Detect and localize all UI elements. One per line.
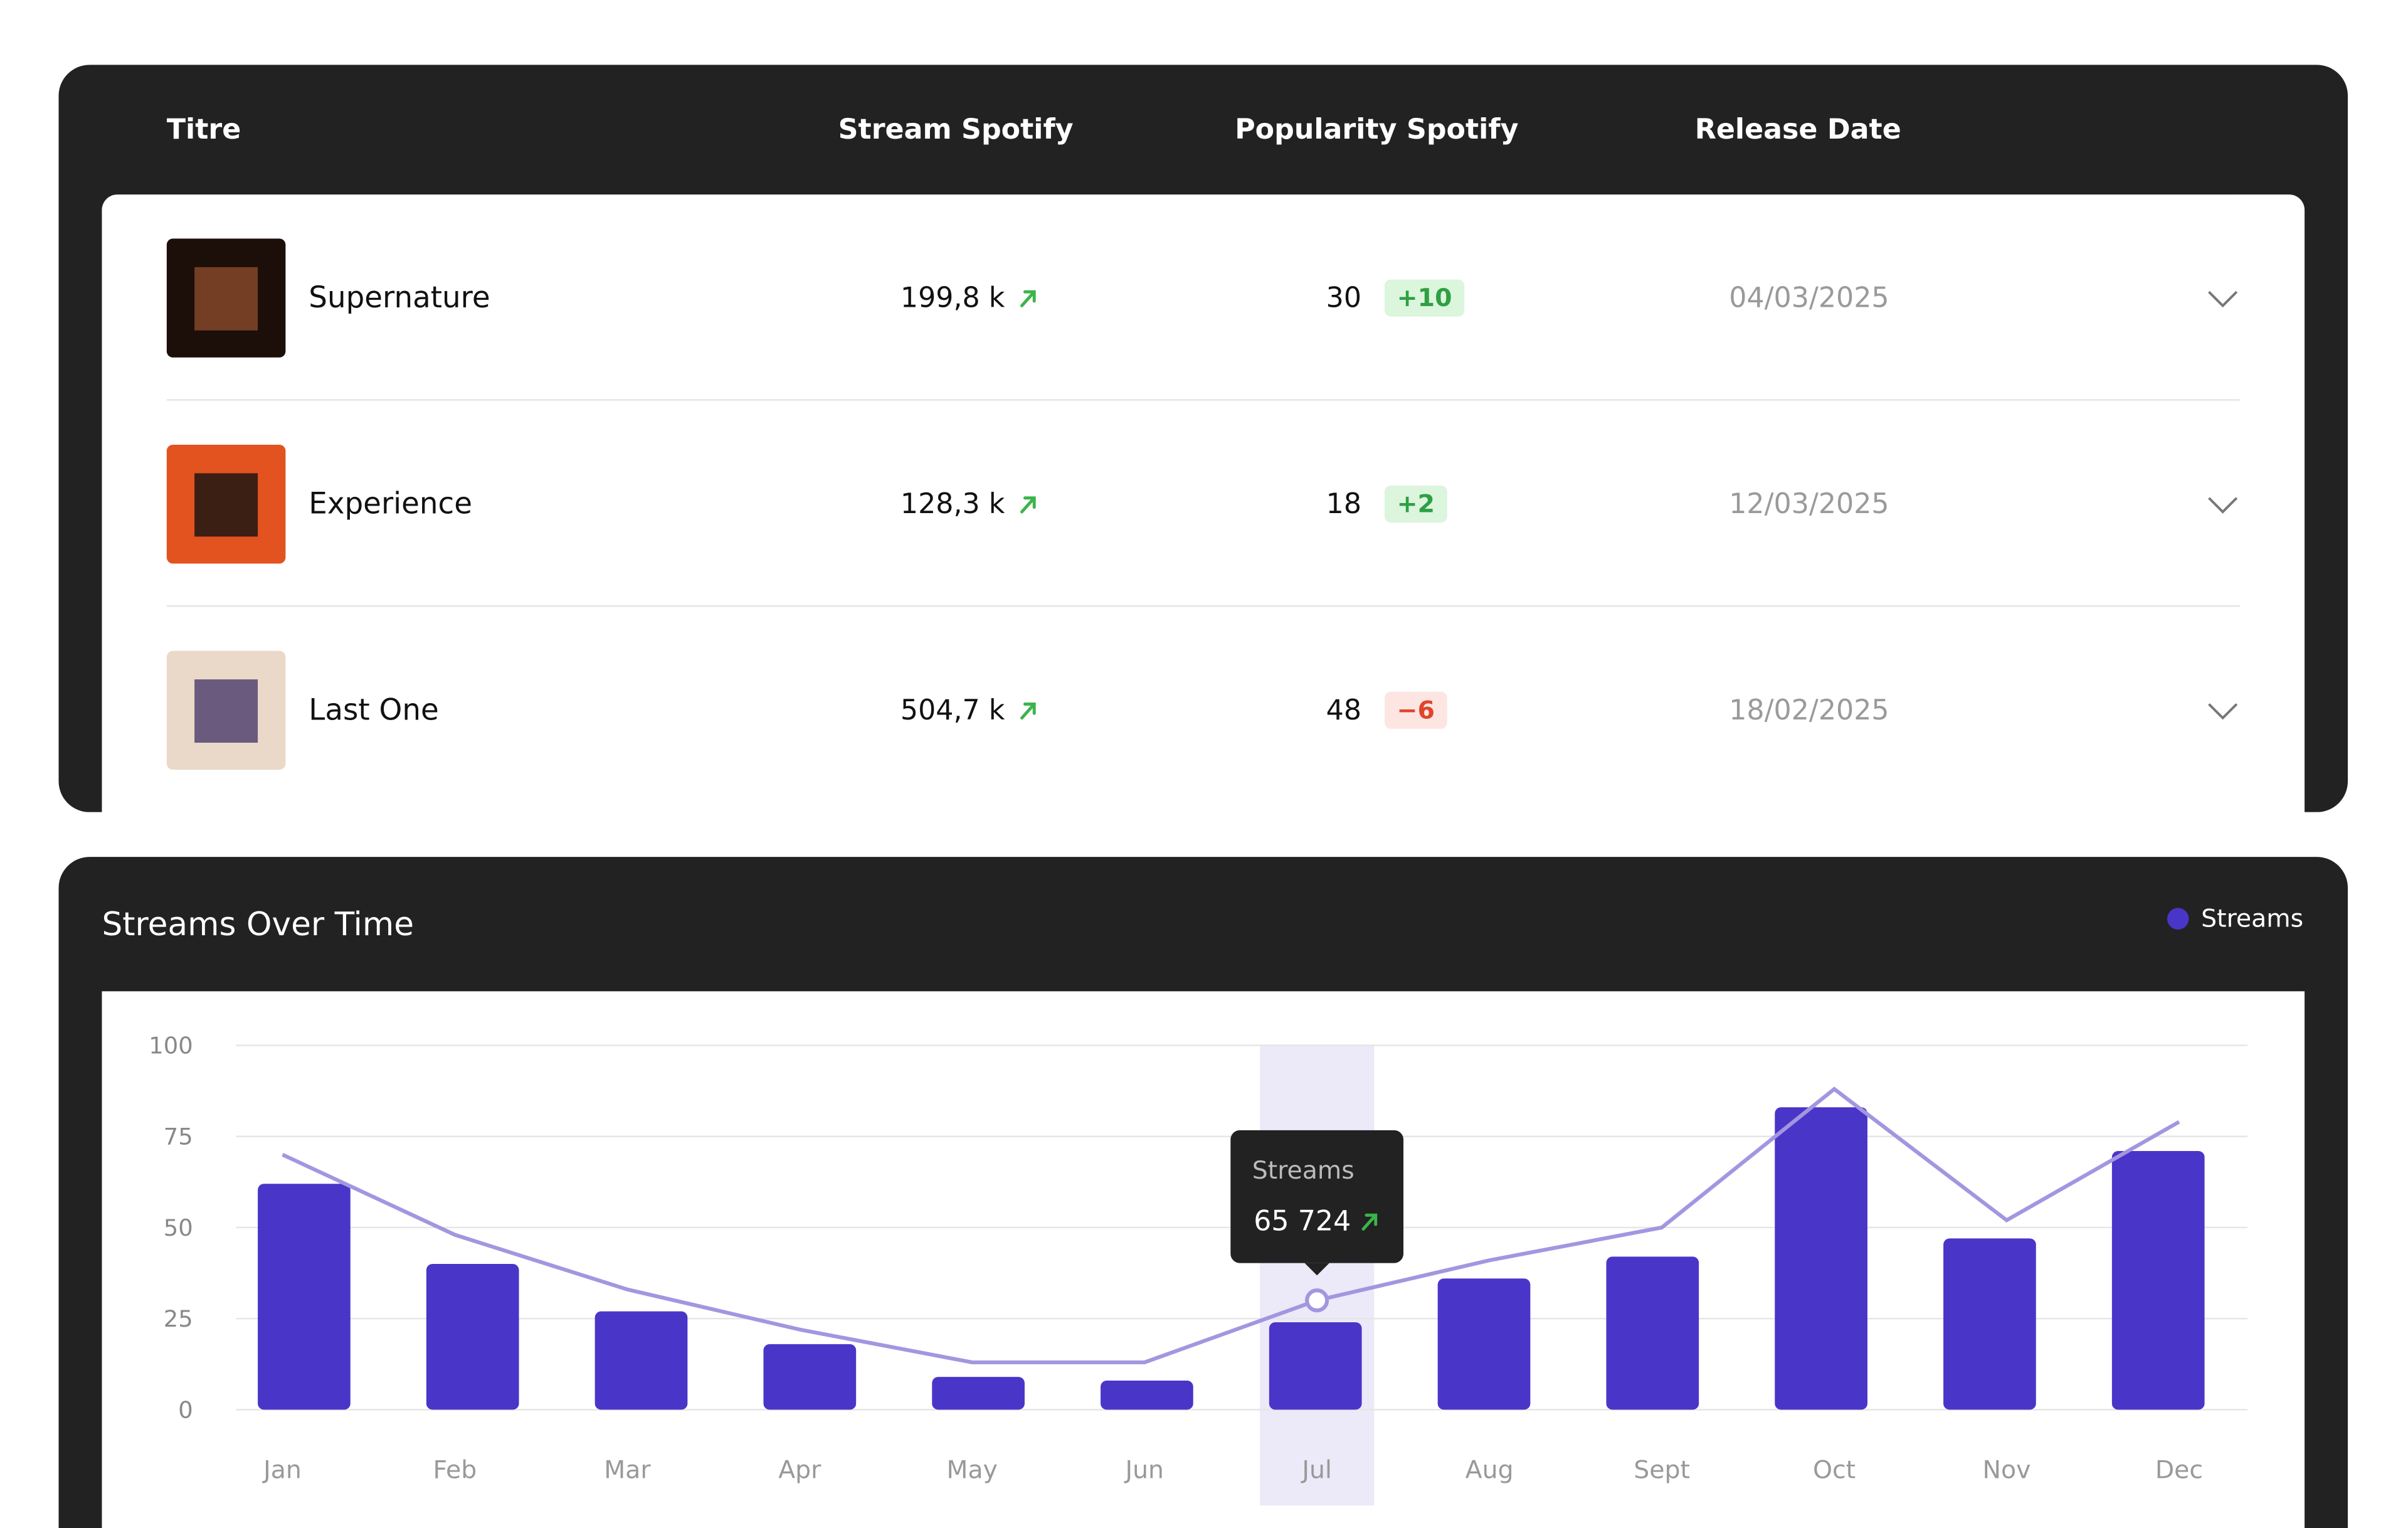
- album-art: [194, 473, 258, 537]
- stream-count: 199,8 k: [900, 282, 1005, 314]
- tooltip-value: 65 724: [1254, 1206, 1351, 1238]
- release-date: 18/02/2025: [1729, 694, 1889, 726]
- line-marker: [1305, 1288, 1329, 1313]
- release-date: 04/03/2025: [1729, 282, 1889, 314]
- trend-line: [282, 1086, 2180, 1364]
- column-header: Titre: [167, 114, 241, 146]
- gap: [58, 812, 2348, 859]
- x-tick-label: Aug: [1465, 1455, 1514, 1484]
- x-tick-label: Nov: [1983, 1455, 2031, 1484]
- x-tick-label: Dec: [2155, 1455, 2203, 1484]
- change-badge: [1385, 485, 1447, 523]
- bar: [2111, 1150, 2205, 1410]
- x-tick-label: Jan: [261, 1455, 302, 1484]
- x-tick-label: Apr: [778, 1455, 821, 1484]
- bar: [1943, 1238, 2036, 1410]
- legend-dot: [2167, 908, 2189, 930]
- chart-area: [102, 991, 2305, 1528]
- track-title: Last One: [309, 693, 438, 727]
- tooltip-pointer: [1304, 1263, 1329, 1276]
- expand-chevron: [2208, 290, 2238, 308]
- bar: [426, 1264, 519, 1410]
- bar: [932, 1377, 1025, 1410]
- bar: [1775, 1107, 1867, 1410]
- popularity-change: +2: [1397, 490, 1435, 519]
- track-title: Experience: [309, 487, 472, 521]
- popularity-change: +10: [1397, 284, 1452, 312]
- album-art: [194, 679, 258, 743]
- popularity: 30: [1326, 282, 1361, 314]
- bar: [1101, 1380, 1193, 1410]
- album-art: [194, 267, 258, 331]
- stream-count: 128,3 k: [900, 488, 1005, 520]
- x-tick-label: Feb: [433, 1455, 477, 1484]
- stream-count: 504,7 k: [900, 694, 1005, 726]
- change-badge: [1385, 279, 1465, 317]
- bar: [1269, 1322, 1362, 1410]
- bar: [258, 1184, 351, 1410]
- y-tick-label: 0: [178, 1396, 193, 1423]
- bar: [763, 1344, 857, 1410]
- expand-chevron: [2208, 703, 2238, 720]
- table-card: [102, 194, 2305, 844]
- x-tick-label: Jun: [1123, 1455, 1164, 1484]
- y-tick-label: 50: [164, 1214, 193, 1241]
- column-header: Release Date: [1695, 114, 1901, 146]
- tooltip-box: [1230, 1130, 1404, 1263]
- x-tick-label: May: [947, 1455, 998, 1484]
- bar: [594, 1311, 688, 1410]
- release-date: 12/03/2025: [1729, 488, 1889, 520]
- popularity-change: −6: [1397, 696, 1435, 724]
- change-badge: [1385, 691, 1447, 729]
- x-tick-label: Mar: [604, 1455, 651, 1484]
- popularity: 48: [1326, 694, 1361, 726]
- expand-chevron: [2208, 497, 2238, 514]
- bar: [1606, 1256, 1699, 1410]
- legend-label: Streams: [2201, 905, 2303, 933]
- trend-arrow: [1361, 1213, 1378, 1231]
- track-title: Supernature: [309, 281, 490, 315]
- column-header: Stream Spotify: [838, 114, 1074, 146]
- trend-arrow: [1020, 703, 1036, 720]
- y-tick-label: 25: [164, 1305, 193, 1332]
- x-tick-label: Sept: [1634, 1455, 1690, 1484]
- x-tick-label: Jul: [1300, 1455, 1332, 1484]
- bar: [1437, 1278, 1531, 1410]
- chart-title: Streams Over Time: [102, 906, 414, 943]
- column-header: Popularity Spotify: [1235, 114, 1518, 146]
- highlight-band: [1260, 1045, 1375, 1506]
- tooltip-label: Streams: [1252, 1156, 1354, 1185]
- y-tick-label: 75: [164, 1123, 193, 1150]
- x-tick-label: Oct: [1813, 1455, 1856, 1484]
- trend-arrow: [1020, 290, 1036, 307]
- y-tick-label: 100: [149, 1032, 193, 1059]
- trend-arrow: [1020, 496, 1036, 514]
- popularity: 18: [1326, 488, 1361, 520]
